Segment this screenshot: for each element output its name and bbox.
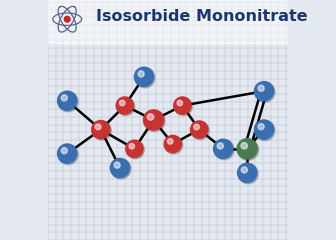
- Circle shape: [194, 124, 199, 130]
- Circle shape: [111, 159, 131, 179]
- Circle shape: [174, 97, 191, 114]
- Circle shape: [92, 120, 110, 139]
- Circle shape: [214, 140, 234, 160]
- Circle shape: [254, 82, 274, 101]
- Circle shape: [138, 71, 144, 77]
- Circle shape: [254, 120, 274, 139]
- Circle shape: [258, 124, 264, 130]
- Circle shape: [165, 136, 183, 154]
- Circle shape: [57, 144, 77, 163]
- Circle shape: [61, 95, 68, 101]
- Circle shape: [217, 143, 223, 149]
- Circle shape: [119, 100, 125, 106]
- Circle shape: [191, 121, 209, 140]
- Circle shape: [148, 114, 154, 120]
- Circle shape: [255, 82, 275, 102]
- Circle shape: [258, 85, 264, 91]
- Circle shape: [61, 148, 68, 154]
- Circle shape: [58, 144, 78, 165]
- Circle shape: [238, 163, 257, 182]
- Circle shape: [241, 143, 247, 149]
- Circle shape: [143, 110, 164, 130]
- Circle shape: [116, 97, 133, 114]
- Circle shape: [117, 97, 135, 116]
- Circle shape: [126, 140, 143, 157]
- Circle shape: [191, 121, 208, 138]
- Circle shape: [164, 135, 181, 153]
- Circle shape: [64, 16, 70, 22]
- Circle shape: [255, 120, 275, 141]
- Circle shape: [177, 100, 182, 106]
- Circle shape: [237, 139, 257, 159]
- Circle shape: [174, 97, 193, 116]
- Bar: [48, 0, 288, 43]
- Circle shape: [114, 162, 120, 168]
- Circle shape: [129, 144, 135, 149]
- Circle shape: [214, 139, 233, 158]
- Circle shape: [135, 68, 155, 88]
- Text: Isosorbide Mononitrate: Isosorbide Mononitrate: [96, 9, 308, 24]
- Circle shape: [167, 139, 173, 144]
- Circle shape: [144, 110, 165, 132]
- Circle shape: [58, 92, 78, 112]
- Circle shape: [241, 167, 247, 173]
- Circle shape: [111, 158, 130, 178]
- Circle shape: [92, 121, 111, 140]
- Circle shape: [134, 67, 154, 86]
- Circle shape: [57, 91, 77, 110]
- Circle shape: [126, 141, 144, 159]
- Circle shape: [238, 164, 258, 184]
- Circle shape: [95, 124, 101, 130]
- Circle shape: [238, 139, 259, 160]
